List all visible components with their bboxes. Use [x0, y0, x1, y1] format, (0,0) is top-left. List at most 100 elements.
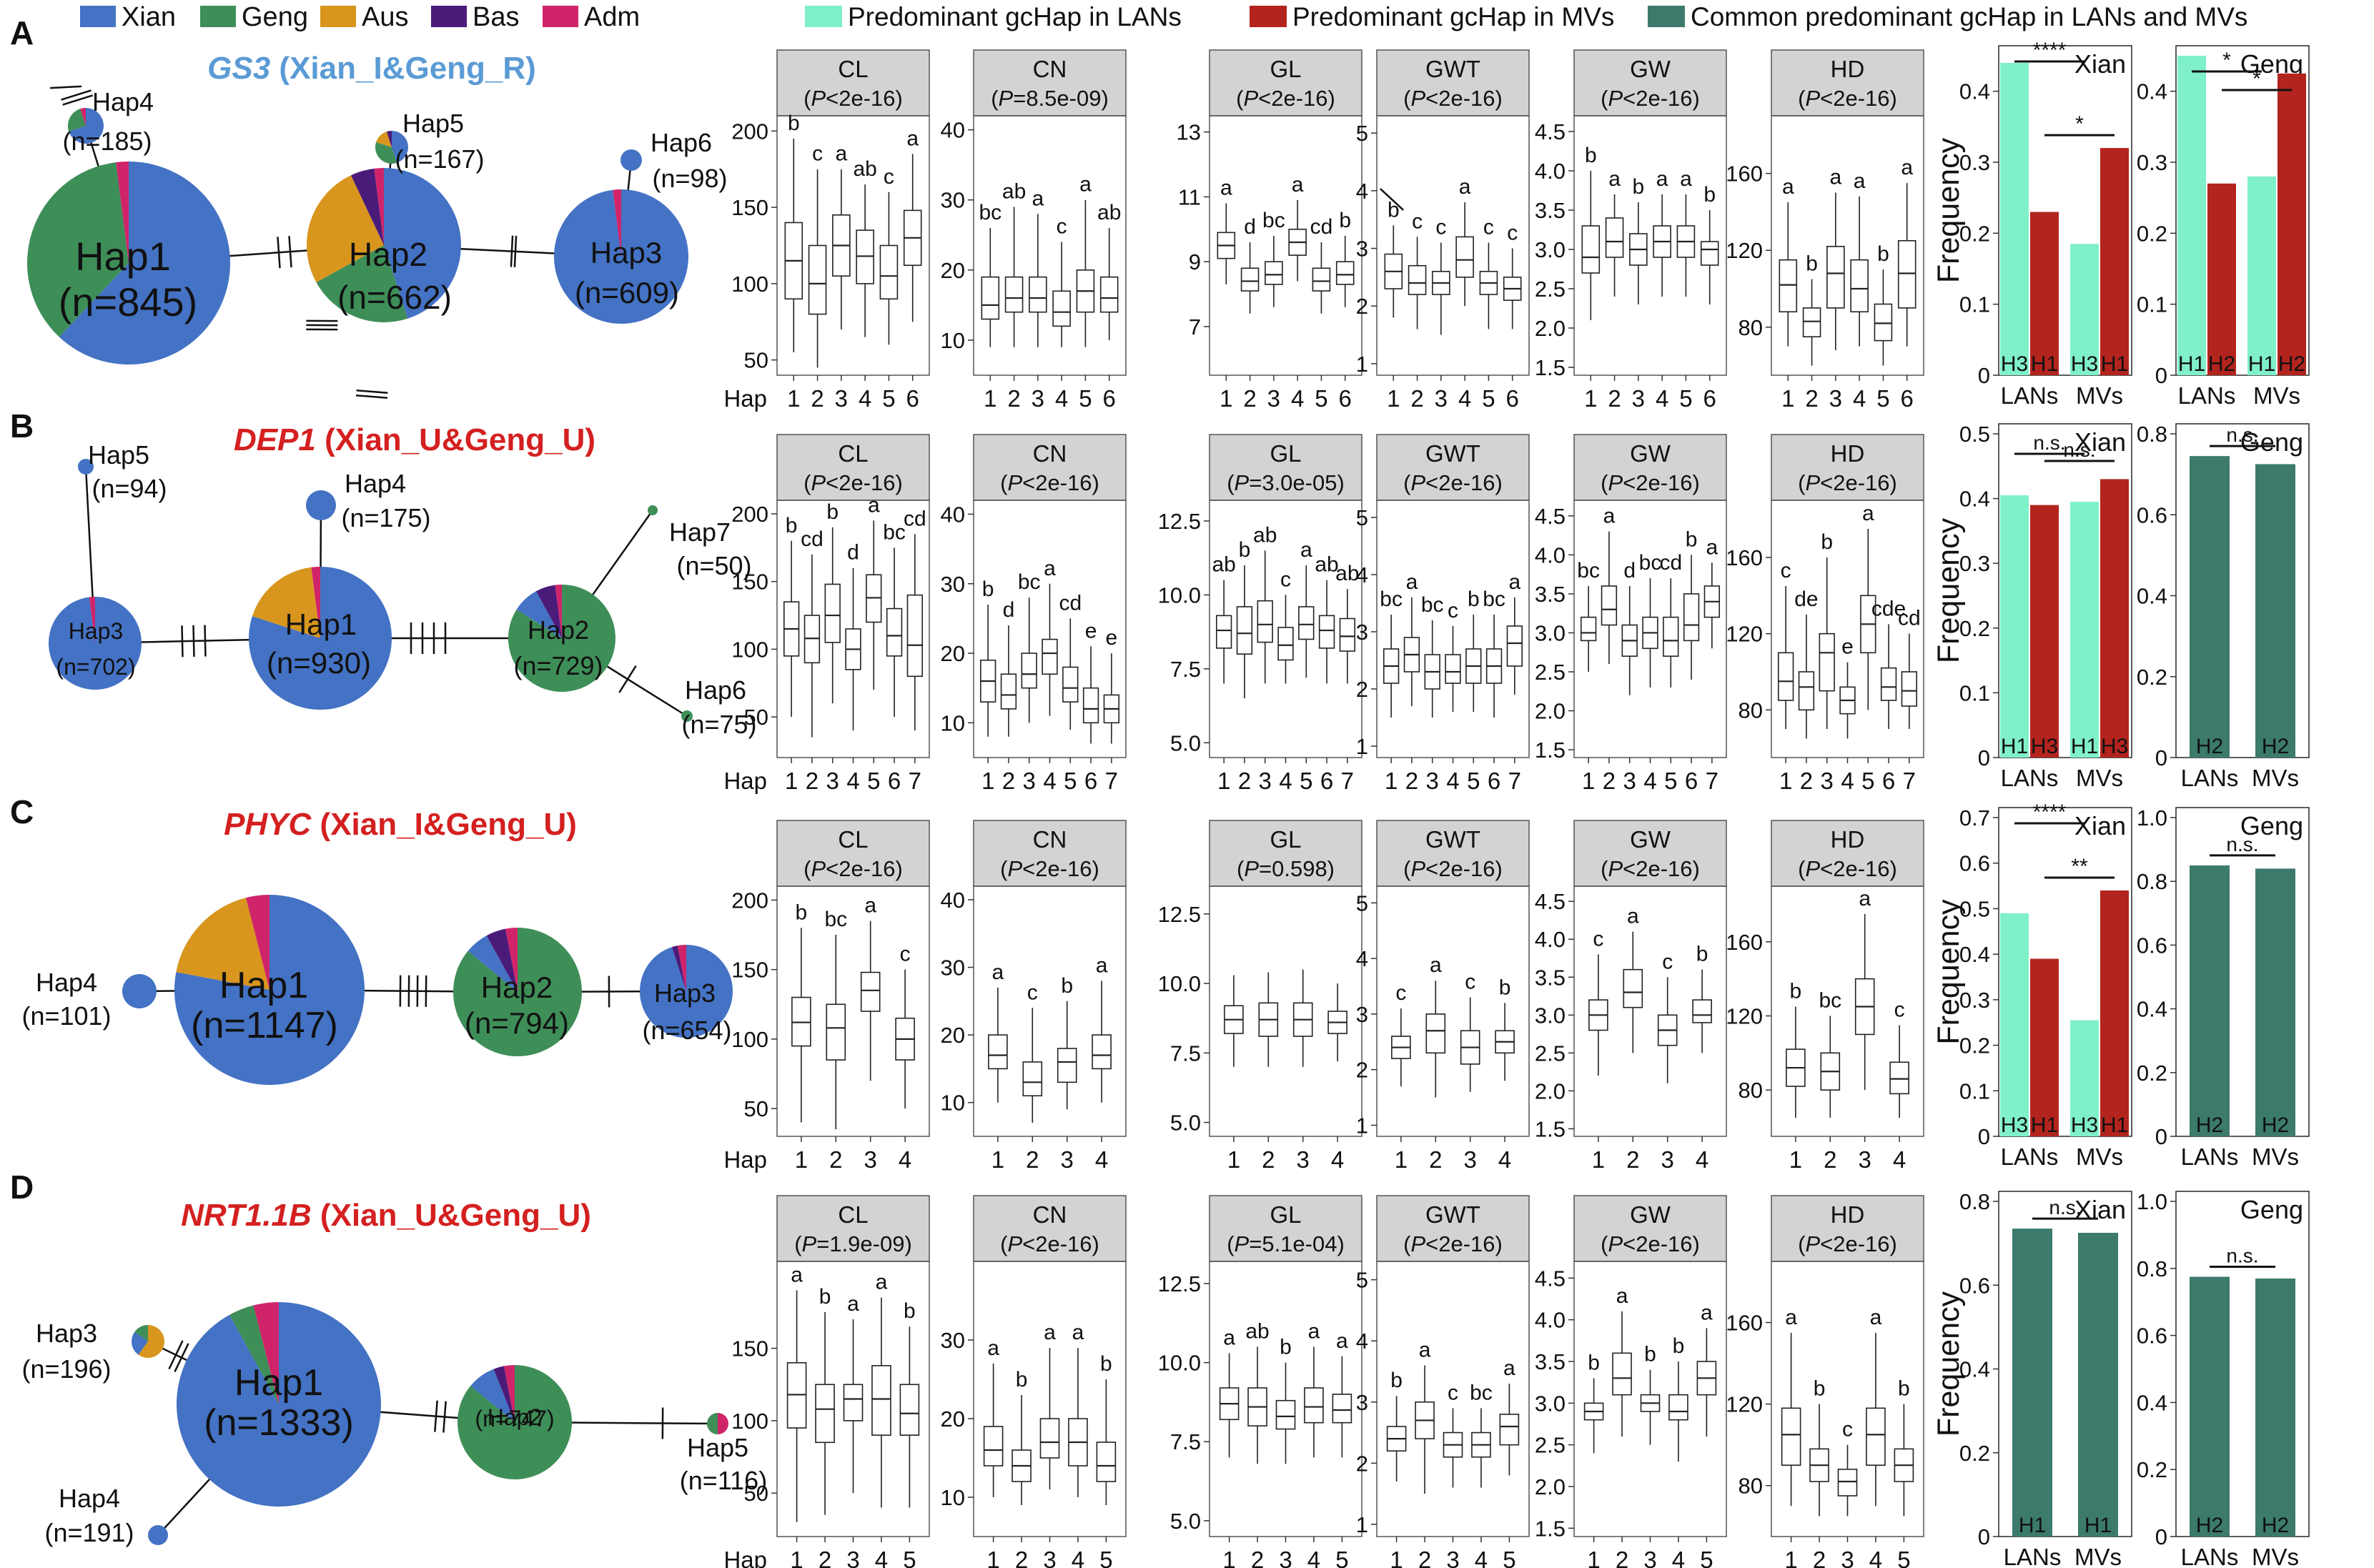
significance-letter: c: [884, 165, 894, 189]
legend-swatch-hap-1: [1250, 6, 1287, 27]
frequency-bar: H2: [2255, 1278, 2295, 1537]
y-tick-label: 0.1: [1959, 1078, 1990, 1103]
frequency-axis-title: Frequency: [1932, 517, 1966, 663]
strip-pvalue-open: (: [1403, 470, 1411, 495]
significance-letter: ab: [1097, 201, 1121, 224]
frequency-bar-hap: H2: [2278, 352, 2305, 376]
significance-letter: c: [1448, 1381, 1458, 1404]
group-label-lans: LANs: [2181, 765, 2239, 791]
x-tick-label: 3: [1632, 385, 1645, 412]
panel-letter-D: D: [10, 1168, 34, 1206]
haplotype-count: (n=94): [92, 474, 167, 503]
x-tick-label: 1: [1587, 1547, 1600, 1568]
significance-letter: e: [1841, 635, 1854, 659]
population-label: Xian: [2074, 49, 2126, 79]
y-tick-label: 13: [1177, 120, 1201, 145]
box-hap-2: b: [1802, 252, 1821, 366]
y-tick-label: 3.0: [1535, 237, 1566, 262]
haplotype-node-hap2-slice-xian: [384, 168, 462, 319]
significance-letter: a: [1406, 570, 1418, 594]
haplotype-count: (n=1333): [204, 1402, 354, 1444]
haplotype-node-hap1-slice-adm: [311, 567, 320, 638]
legend-label-hap-2: Common predominant gcHap in LANs and MVs: [1691, 2, 2247, 31]
mutation-tick: [434, 1400, 438, 1432]
significance-letter: a: [1308, 1319, 1320, 1343]
box-iqr: [843, 1384, 864, 1421]
box-iqr: [808, 244, 827, 315]
haplotype-label: Hap4: [92, 87, 154, 116]
x-axis-title: Hap: [723, 1547, 767, 1568]
box-iqr: [1605, 217, 1624, 258]
strip-header: [1376, 1195, 1530, 1262]
group-label-lans: LANs: [2181, 1544, 2239, 1568]
haplotype-count: (n=75): [681, 710, 756, 739]
strip-pvalue-open: (: [1403, 1231, 1411, 1256]
y-tick-label: 10: [941, 1485, 965, 1510]
significance-text: n.s.: [2226, 424, 2258, 446]
y-tick-label: 40: [941, 118, 965, 143]
box-hap-2: bc: [824, 908, 847, 1130]
box-hap-2: bc: [1819, 988, 1841, 1118]
x-tick-label: 3: [1859, 1146, 1871, 1173]
box-hap-3: [1292, 969, 1313, 1067]
x-tick-label: 1: [1784, 1547, 1797, 1568]
significance-letter: a: [1701, 1301, 1713, 1324]
y-tick-label: 3.5: [1535, 965, 1566, 990]
gene-class: (Xian_I&Geng_R): [270, 51, 536, 86]
x-tick-label: 1: [1779, 768, 1792, 794]
significance-text: n.s.: [2033, 432, 2065, 454]
x-tick-label: 3: [1446, 1547, 1459, 1568]
strip-trait: HD: [1831, 56, 1865, 82]
strip-trait: CL: [838, 56, 868, 82]
frequency-bar-fill: [2207, 183, 2236, 375]
strip-trait: GW: [1630, 1201, 1671, 1228]
box-hap-4: c: [1445, 599, 1461, 712]
x-tick-label: 3: [1426, 768, 1439, 794]
strip-pvalue-p: P: [1608, 86, 1623, 111]
strip-pvalue-p: P: [1410, 856, 1425, 881]
x-tick-label: 4: [1656, 385, 1668, 412]
box-iqr: [1318, 615, 1335, 649]
x-tick-label: 1: [986, 1547, 999, 1568]
strip-pvalue-open: (: [1000, 470, 1008, 495]
y-tick-label: 5.0: [1170, 1509, 1201, 1534]
y-tick-label: 7.5: [1170, 1041, 1201, 1066]
strip-pvalue-open: (: [803, 86, 811, 111]
y-tick-label: 0: [1978, 745, 1990, 770]
strip-pvalue: (P<2e-16): [1403, 86, 1503, 111]
strip-pvalue-rest: <2e-16): [1820, 86, 1897, 111]
strip-pvalue-p: P: [1805, 86, 1820, 111]
strip-pvalue-open: (: [803, 856, 811, 881]
haplotype-label: Hap4: [59, 1484, 120, 1513]
strip-pvalue: (P=8.5e-09): [991, 86, 1109, 111]
x-tick-label: 2: [1015, 1547, 1028, 1568]
strip-pvalue: (P=0.598): [1237, 856, 1335, 881]
haplotype-count: (n=1147): [191, 1005, 338, 1046]
plot-frame: [1376, 115, 1530, 376]
significance-letter: b: [1280, 1336, 1292, 1359]
boxplot-panel-hd: HD (P<2e-16) 80 120 160 b 1 bc 2 a 3 c 4: [1726, 820, 1924, 1173]
significance-letter: b: [1686, 527, 1698, 551]
frequency-bar-hap: H2: [2196, 735, 2223, 758]
box-hap-2: a: [1425, 953, 1446, 1098]
plot-frame: [1209, 885, 1362, 1137]
strip-pvalue-p: P: [1608, 1231, 1623, 1256]
significance-letter: b: [1877, 242, 1889, 266]
box-hap-3: a: [843, 1292, 864, 1494]
significance-text: *: [2222, 49, 2231, 72]
y-tick-label: 0.2: [2137, 1061, 2167, 1086]
x-tick-label: 2: [1410, 385, 1423, 412]
boxplot-panel-hd: HD (P<2e-16) 80 120 160 a 1 b 2 c 3 a 4 b 5: [1726, 1195, 1924, 1568]
haplotype-node-hap1: Hap1(n=1333): [177, 1302, 382, 1507]
x-axis-title: Hap: [723, 768, 767, 794]
significance-letter: a: [1680, 167, 1692, 191]
haplotype-node-hap3-slice-aus: [138, 1325, 164, 1358]
y-tick-label: 1: [1356, 734, 1368, 759]
y-tick-label: 10: [941, 1091, 965, 1116]
strip-pvalue-open: (: [1601, 856, 1608, 881]
box-iqr: [1236, 606, 1253, 655]
y-tick-label: 0.2: [1959, 1441, 1990, 1466]
